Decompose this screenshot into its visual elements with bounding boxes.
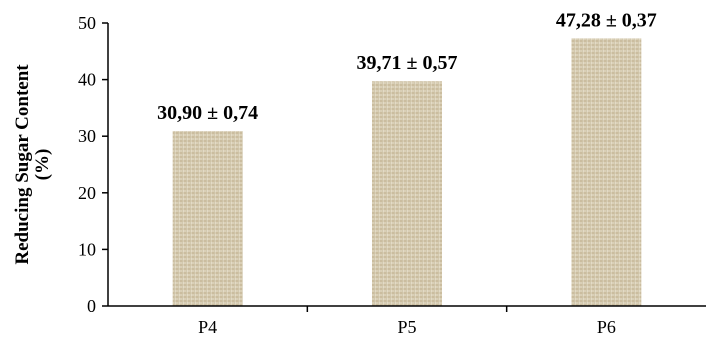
y-tick-label: 30 bbox=[78, 126, 96, 146]
x-tick-label: P6 bbox=[597, 317, 616, 337]
y-tick-label: 0 bbox=[87, 296, 96, 316]
y-axis-title-unit: (%) bbox=[32, 149, 53, 181]
y-axis-title-group: Reducing Sugar Content (%) bbox=[12, 64, 53, 265]
y-tick-label: 40 bbox=[78, 70, 96, 90]
bar-p4 bbox=[172, 131, 243, 306]
y-axis-ticks: 0 10 20 30 40 50 bbox=[78, 13, 108, 316]
bars-group bbox=[172, 38, 642, 307]
y-tick-label: 50 bbox=[78, 13, 96, 33]
data-label: 47,28 ± 0,37 bbox=[556, 9, 657, 31]
x-tick-label: P5 bbox=[397, 317, 416, 337]
y-tick-label: 10 bbox=[78, 239, 96, 259]
data-label: 30,90 ± 0,74 bbox=[157, 102, 258, 124]
data-labels-group: 30,90 ± 0,74 39,71 ± 0,57 47,28 ± 0,37 bbox=[157, 9, 657, 124]
x-axis-ticks: P4 P5 P6 bbox=[198, 306, 616, 337]
data-label: 39,71 ± 0,57 bbox=[357, 52, 458, 74]
y-axis-title: Reducing Sugar Content bbox=[12, 64, 33, 265]
bar-p5 bbox=[372, 81, 442, 307]
x-tick-label: P4 bbox=[198, 317, 217, 337]
bar-p6 bbox=[571, 38, 642, 306]
y-tick-label: 20 bbox=[78, 183, 96, 203]
